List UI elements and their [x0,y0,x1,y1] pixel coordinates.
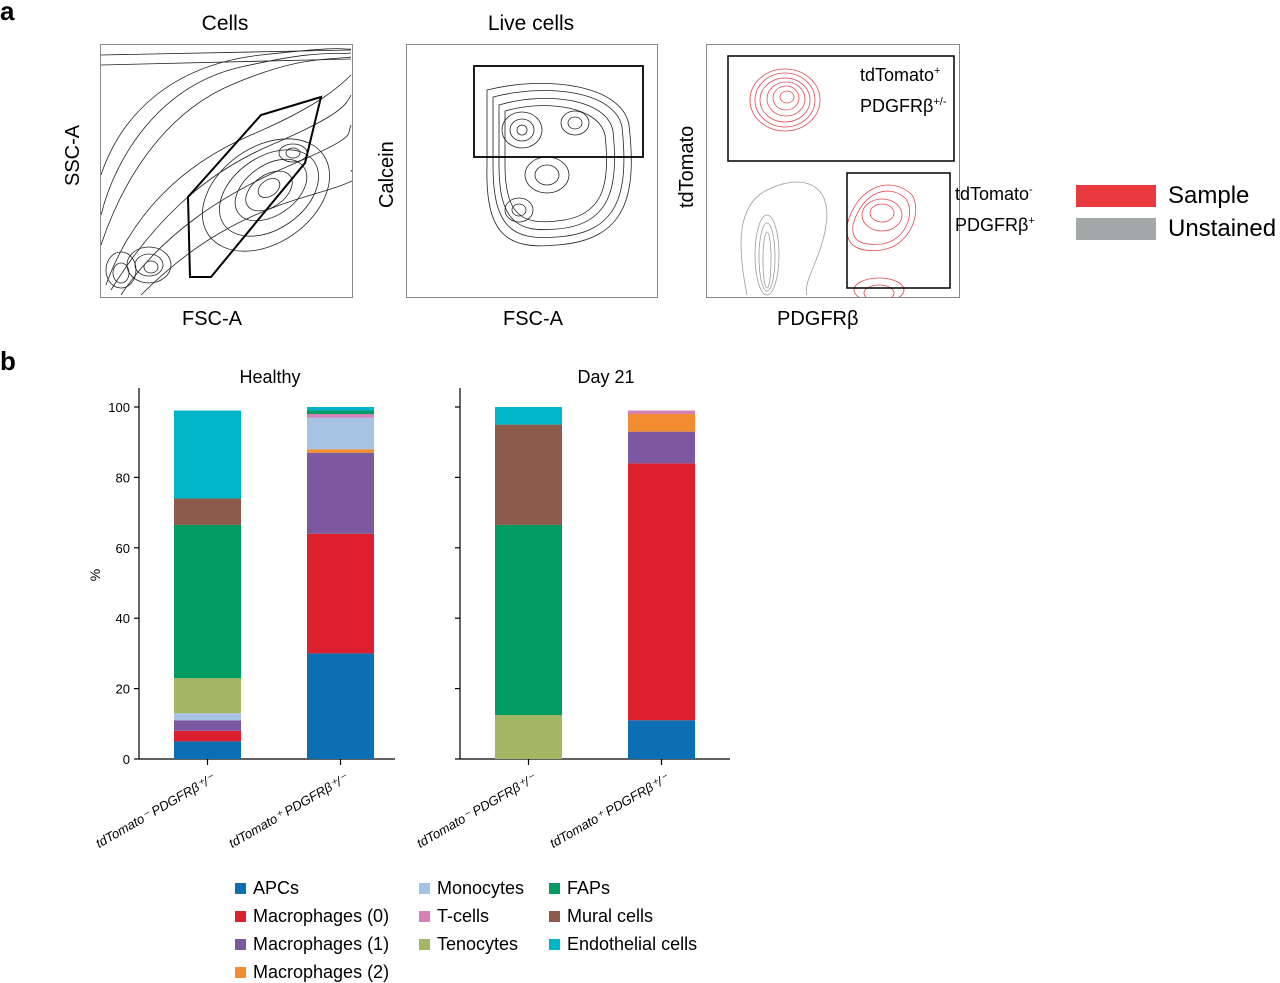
bar-segment-t-cells [628,410,695,415]
x-tick-label-1-1: tdTomato⁺ PDGFRβ⁺/⁻ [547,770,672,851]
x-tick-label-0-0: tdTomato⁻ PDGFRβ⁺/⁻ [93,770,218,851]
legend-swatch [235,911,246,922]
legend-label: APCs [253,878,300,898]
legend-label: Monocytes [437,878,525,898]
bar-segment-endothelial-cells [307,407,374,411]
legend-swatch [235,967,246,978]
x-tick-label-1-0: tdTomato⁻ PDGFRβ⁺/⁻ [414,770,539,851]
legend-label: T-cells [437,906,490,926]
gate-lower-sup2: + [1028,215,1035,227]
bar-segment-tenocytes [495,715,562,759]
legend-item-endothelial-cells: Endothelial cells [549,934,697,955]
legend-label: Macrophages (2) [253,962,390,982]
bar-segment-apcs [307,653,374,759]
plot-cells-ylabel: SSC-A [62,124,84,186]
gate-upper-line2: PDGFRβ [860,96,934,116]
x-tick-label-0-1: tdTomato⁺ PDGFRβ⁺/⁻ [226,770,351,851]
legend-swatch [419,911,430,922]
legend-item-monocytes: Monocytes [419,878,524,899]
bar-segment-monocytes [174,713,241,721]
bar-segment-macrophages-2- [307,449,374,453]
bar-segment-macrophages-1- [307,452,374,534]
bar-segment-macrophages-1- [174,720,241,731]
bar-segment-macrophages-0- [307,533,374,654]
legend-label: Tenocytes [437,934,519,954]
legend-swatch [419,939,430,950]
gate-lower-line1: tdTomato [955,184,1030,204]
bar-segment-macrophages-2- [628,414,695,432]
y-tick-label-0: 0 [123,752,130,767]
gate-upper-sup1: + [934,65,941,77]
gate-lower-label: tdTomato- PDGFRβ+ [955,177,1035,239]
legend-item-t-cells: T-cells [419,906,489,927]
live-cells-contour-plot [406,44,658,298]
bar-segment-mural-cells [495,424,562,525]
bar-segment-macrophages-0- [628,463,695,721]
legend-item-macrophages-0: Macrophages (0) [235,906,389,927]
legend-label: Macrophages (1) [253,934,390,954]
legend-item-faps: FAPs [549,878,610,899]
legend-label: Macrophages (0) [253,906,390,926]
bar-segment-endothelial-cells [174,410,241,499]
legend-unstained: Unstained [1076,215,1276,243]
gate-lower-sup1: - [1029,184,1033,196]
y-axis-label: % [87,569,103,581]
plot-live-xlabel: FSC-A [503,308,563,330]
bar-segment-faps [307,410,374,415]
plot-gating-xlabel: PDGFRβ [777,308,859,330]
y-tick-label-40: 40 [116,611,130,626]
cells-contour-plot [100,44,353,298]
plot-live-ylabel: Calcein [376,141,398,208]
legend-item-tenocytes: Tenocytes [419,934,518,955]
legend-item-macrophages-1: Macrophages (1) [235,934,389,955]
plot-cells-title: Cells [201,12,249,35]
bar-segment-t-cells [307,414,374,418]
y-tick-label-80: 80 [116,470,130,485]
y-tick-label-20: 20 [116,682,130,697]
bar-segment-apcs [174,741,241,759]
legend-label: FAPs [567,878,611,898]
y-tick-label-60: 60 [116,541,130,556]
legend-sample: Sample [1076,182,1249,210]
legend-swatch [419,883,430,894]
bar-segment-faps [495,524,562,715]
legend-item-apcs: APCs [235,878,299,899]
legend-swatch [549,883,560,894]
gate-upper-label: tdTomato+ PDGFRβ+/- [860,58,947,120]
bar-segment-mural-cells [174,498,241,525]
panel-a-letter: a [0,0,15,26]
y-tick-label-100: 100 [108,400,130,415]
legend-unstained-label: Unstained [1168,215,1277,242]
legend-label: Endothelial cells [567,934,698,954]
bar-segment-macrophages-0- [174,730,241,742]
subplot-title-1: Day 21 [577,367,634,387]
legend-unstained-swatch [1076,218,1156,240]
gate-lower-line2: PDGFRβ [955,215,1029,235]
legend-label: Mural cells [567,906,654,926]
subplot-title-0: Healthy [239,367,300,387]
legend-item-mural-cells: Mural cells [549,906,653,927]
legend-swatch [549,911,560,922]
gate-upper-sup2: +/- [933,96,947,108]
bar-segment-endothelial-cells [495,407,562,425]
bar-segment-monocytes [307,417,374,450]
legend-swatch [549,939,560,950]
bar-segment-faps [174,524,241,679]
legend-swatch [235,883,246,894]
gating-contour-plot [706,44,960,298]
legend-sample-swatch [1076,185,1156,207]
bar-segment-apcs [628,720,695,759]
gate-upper-line1: tdTomato [860,65,935,85]
plot-live-title: Live cells [487,12,575,35]
bar-segment-tenocytes [174,678,241,714]
plot-gating-ylabel: tdTomato [676,125,698,208]
bar-segment-macrophages-1- [628,431,695,464]
panel-b-letter: b [0,346,16,376]
plot-cells-xlabel: FSC-A [182,308,242,330]
legend-item-macrophages-2: Macrophages (2) [235,962,389,983]
legend-sample-label: Sample [1168,182,1250,209]
legend-swatch [235,939,246,950]
